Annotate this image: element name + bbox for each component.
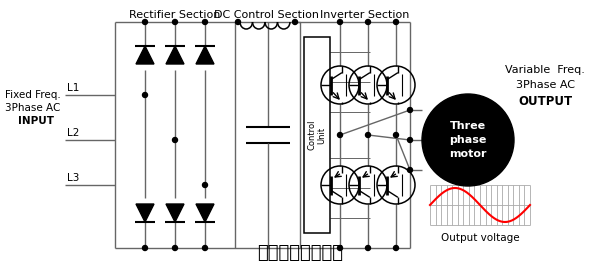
Circle shape [394, 20, 398, 25]
Circle shape [235, 20, 241, 25]
Text: phase: phase [449, 135, 487, 145]
Polygon shape [196, 46, 214, 64]
Text: motor: motor [449, 149, 487, 159]
Text: L2: L2 [67, 128, 79, 138]
Polygon shape [136, 204, 154, 222]
Text: Variable  Freq.: Variable Freq. [505, 65, 585, 75]
Text: Three: Three [450, 121, 486, 131]
Circle shape [394, 246, 398, 251]
Text: Inverter Section: Inverter Section [320, 10, 410, 20]
Text: Control
Unit: Control Unit [307, 120, 326, 150]
Polygon shape [166, 204, 184, 222]
Text: 变速驱动器示意图: 变速驱动器示意图 [257, 244, 343, 262]
Circle shape [407, 108, 413, 113]
Circle shape [203, 246, 208, 251]
Circle shape [407, 167, 413, 172]
Text: L3: L3 [67, 173, 79, 183]
Bar [304, 37, 330, 233]
Circle shape [337, 246, 343, 251]
Circle shape [143, 246, 148, 251]
Circle shape [203, 183, 208, 188]
Text: 3Phase AC: 3Phase AC [5, 103, 61, 113]
Circle shape [173, 20, 178, 25]
Circle shape [422, 94, 514, 186]
Text: Rectifier Section: Rectifier Section [130, 10, 221, 20]
Circle shape [293, 20, 298, 25]
Text: L1: L1 [67, 83, 79, 93]
Circle shape [203, 20, 208, 25]
Text: INPUT: INPUT [18, 116, 54, 126]
Circle shape [394, 132, 398, 137]
Circle shape [143, 92, 148, 97]
Circle shape [173, 246, 178, 251]
Circle shape [173, 137, 178, 143]
Circle shape [337, 132, 343, 137]
Text: OUTPUT: OUTPUT [518, 95, 572, 108]
Circle shape [365, 20, 371, 25]
Text: 3Phase AC: 3Phase AC [515, 80, 575, 90]
Polygon shape [196, 204, 214, 222]
Circle shape [407, 137, 413, 143]
Circle shape [337, 20, 343, 25]
Circle shape [365, 132, 371, 137]
Circle shape [365, 246, 371, 251]
Polygon shape [166, 46, 184, 64]
Polygon shape [136, 46, 154, 64]
Text: DC Control Section: DC Control Section [215, 10, 320, 20]
Circle shape [143, 20, 148, 25]
Text: Output voltage: Output voltage [440, 233, 520, 243]
Text: Fixed Freq.: Fixed Freq. [5, 90, 61, 100]
